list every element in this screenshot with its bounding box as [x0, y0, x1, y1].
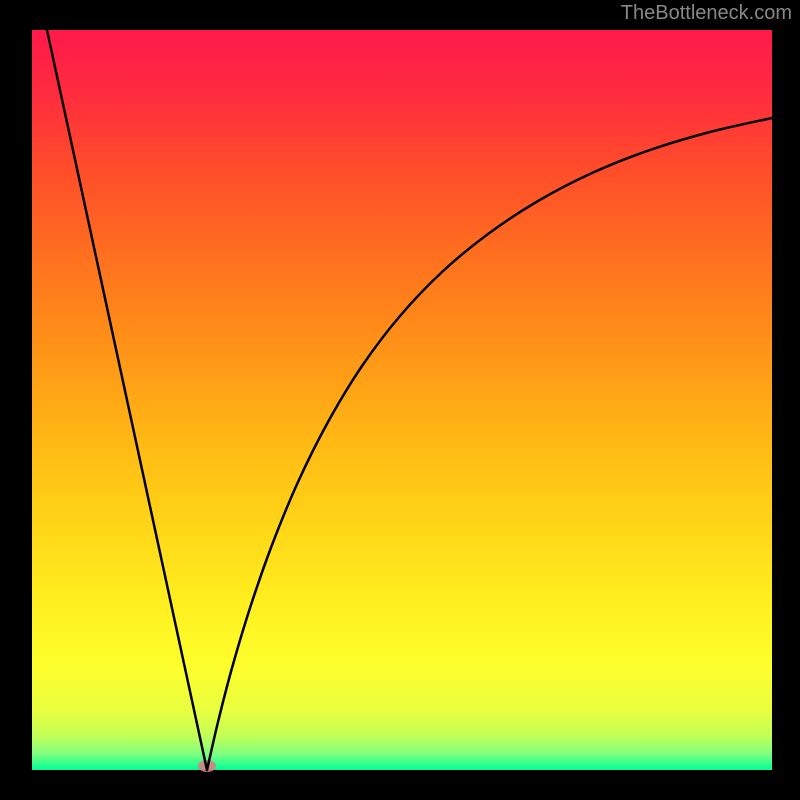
- chart-svg: [0, 0, 800, 800]
- chart-container: TheBottleneck.com: [0, 0, 800, 800]
- plot-gradient-area: [32, 30, 772, 770]
- watermark-text: TheBottleneck.com: [621, 2, 792, 25]
